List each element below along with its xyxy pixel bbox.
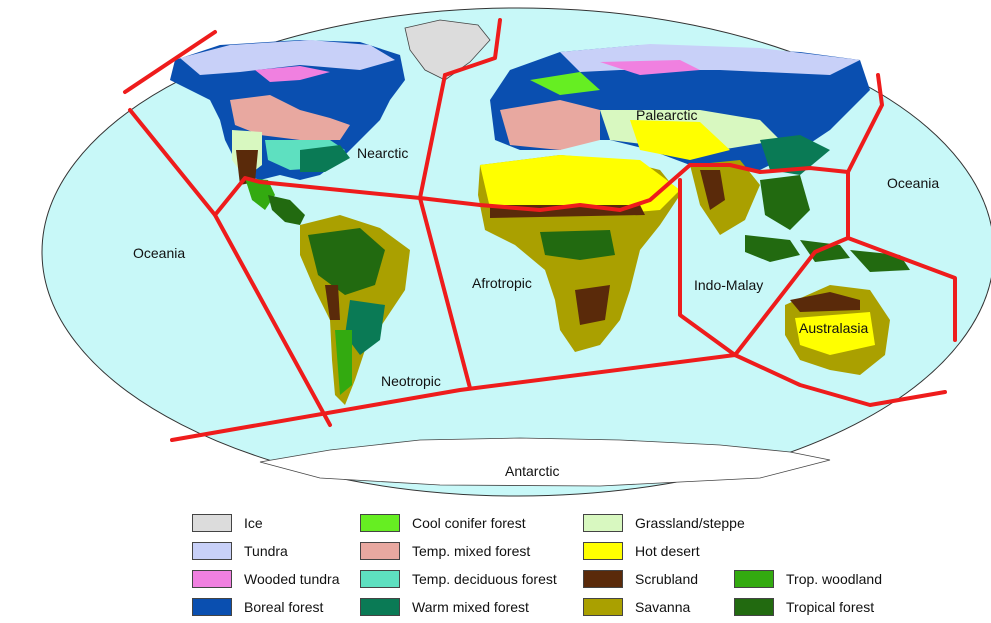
legend-swatch xyxy=(192,570,232,588)
legend-swatch xyxy=(583,570,623,588)
legend-swatch xyxy=(360,598,400,616)
legend-item: Tundra xyxy=(192,540,288,562)
legend-label: Temp. deciduous forest xyxy=(412,571,557,587)
south-america xyxy=(300,215,410,405)
biome-legend: Ice Tundra Wooded tundra Boreal forest Cool … xyxy=(0,508,991,623)
legend-label: Tundra xyxy=(244,543,288,559)
legend-item: Grassland/steppe xyxy=(583,512,745,534)
legend-label: Warm mixed forest xyxy=(412,599,529,615)
legend-swatch xyxy=(583,514,623,532)
region-label-antarctic: Antarctic xyxy=(505,463,559,479)
legend-swatch xyxy=(360,570,400,588)
region-label-neotropic: Neotropic xyxy=(381,373,441,389)
legend-swatch xyxy=(734,598,774,616)
legend-item: Boreal forest xyxy=(192,596,323,618)
legend-item: Scrubland xyxy=(583,568,698,590)
legend-swatch xyxy=(192,514,232,532)
legend-label: Hot desert xyxy=(635,543,700,559)
legend-item: Hot desert xyxy=(583,540,700,562)
legend-swatch xyxy=(360,542,400,560)
region-label-indo-malay: Indo-Malay xyxy=(694,277,763,293)
legend-item: Trop. woodland xyxy=(734,568,882,590)
region-label-palearctic: Palearctic xyxy=(636,107,697,123)
legend-item: Temp. mixed forest xyxy=(360,540,530,562)
legend-item: Tropical forest xyxy=(734,596,874,618)
legend-label: Tropical forest xyxy=(786,599,875,615)
legend-swatch xyxy=(192,542,232,560)
australia xyxy=(785,285,890,375)
legend-label: Boreal forest xyxy=(244,599,324,615)
region-label-oceania-east: Oceania xyxy=(887,175,939,191)
legend-label: Scrubland xyxy=(635,571,699,587)
africa xyxy=(478,155,680,352)
legend-label: Wooded tundra xyxy=(244,571,340,587)
eurasia xyxy=(490,44,870,235)
legend-item: Wooded tundra xyxy=(192,568,339,590)
legend-label: Grassland/steppe xyxy=(635,515,745,531)
legend-label: Ice xyxy=(244,515,263,531)
legend-swatch xyxy=(192,598,232,616)
region-label-nearctic: Nearctic xyxy=(357,145,408,161)
greenland-ice xyxy=(404,19,491,81)
legend-label: Trop. woodland xyxy=(786,571,882,587)
realm-boundaries xyxy=(123,18,957,442)
region-label-afrotropic: Afrotropic xyxy=(472,275,532,291)
legend-item: Savanna xyxy=(583,596,690,618)
north-america xyxy=(170,40,405,225)
legend-label: Cool conifer forest xyxy=(412,515,526,531)
antarctica xyxy=(259,437,831,487)
world-biome-map: Nearctic Palearctic Oceania Oceania Afro… xyxy=(41,7,991,497)
legend-swatch xyxy=(583,542,623,560)
legend-swatch xyxy=(734,570,774,588)
legend-item: Cool conifer forest xyxy=(360,512,526,534)
region-label-oceania-west: Oceania xyxy=(133,245,185,261)
legend-label: Temp. mixed forest xyxy=(412,543,531,559)
legend-item: Ice xyxy=(192,512,263,534)
legend-item: Temp. deciduous forest xyxy=(360,568,557,590)
legend-swatch xyxy=(583,598,623,616)
legend-label: Savanna xyxy=(635,599,691,615)
legend-swatch xyxy=(360,514,400,532)
region-label-australasia: Australasia xyxy=(799,320,868,336)
legend-item: Warm mixed forest xyxy=(360,596,529,618)
